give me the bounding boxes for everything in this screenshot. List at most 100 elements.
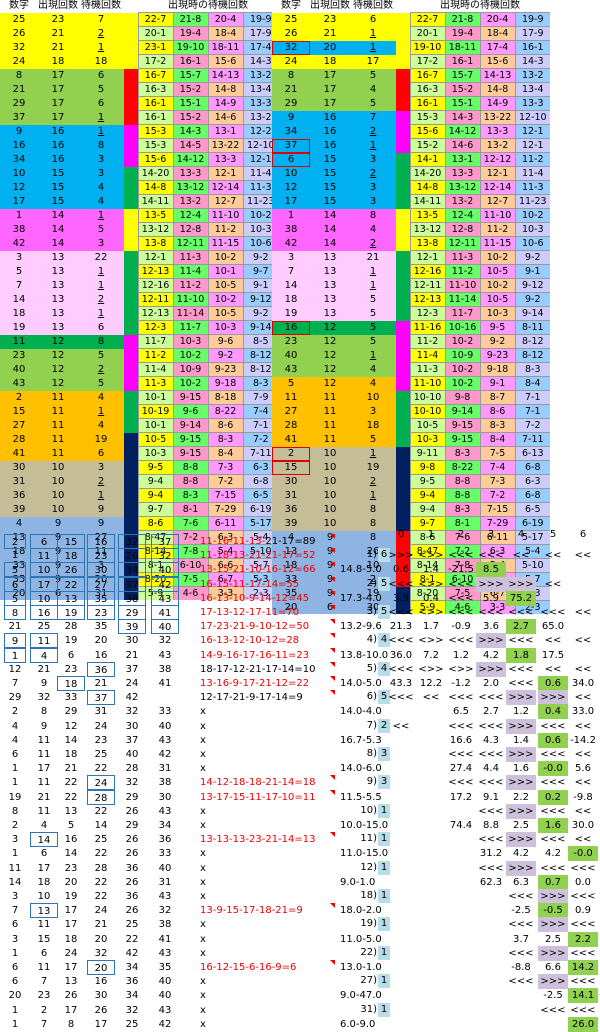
prior-wait-cell: 7-2	[444, 544, 480, 559]
prior-wait-cell: 9-4	[409, 488, 445, 503]
stat-cell: -0.0	[568, 846, 598, 862]
marker-cell	[124, 362, 138, 377]
draw-number: 40	[158, 976, 172, 988]
prior-wait-cell: 7-4	[479, 460, 515, 475]
count-cell: 17	[38, 110, 78, 125]
prior-wait-cell: 12-1	[479, 166, 515, 181]
prior-wait-cell: 6-5	[242, 488, 278, 503]
table-row: 12 15 3 14-8 13-12 12-14 11-3	[272, 180, 550, 195]
prior-wait-cell: 8-4	[207, 446, 243, 461]
stat-cell: -0.5	[538, 903, 568, 919]
prior-wait-cell: 8-47	[409, 544, 445, 559]
number-cell: 40	[0, 362, 38, 377]
draw-row: 3 15 18 20 22 41 x 11.0-5.0 3.7 2.5 2.2	[0, 931, 600, 947]
draw-number: 21	[94, 678, 108, 689]
draw-number: 16	[87, 534, 115, 549]
wait-sequence: 16-12-15-6-16-9=6	[200, 962, 297, 973]
count-cell: 18	[38, 54, 78, 69]
draw-row: 6 17 22 27 37 42 16-15-11-17-14=55 2) 5 <<< <>> <<<…	[0, 576, 600, 592]
prior-wait-cell: 13-12	[137, 222, 173, 237]
draw-row: 5 10 26 30 34 40 13-15-21-10-16-12=66 14.8-5.0 0…	[0, 562, 600, 578]
draw-number: 22	[57, 576, 85, 592]
marker-cell	[124, 432, 138, 447]
wait-sequence: x	[200, 1018, 206, 1030]
stat-cell: <<<	[508, 635, 534, 647]
prior-wait-cell: 5-17	[514, 530, 550, 545]
count-cell: 12	[310, 320, 350, 335]
draw-number: 13	[30, 903, 58, 919]
number-cell: 27	[0, 418, 38, 433]
draw-number: 17	[30, 576, 58, 592]
stat-cell: 0.7	[538, 874, 568, 890]
range-value: 9.0-47.0	[340, 990, 382, 1002]
wait-cell: 5	[350, 432, 396, 447]
draw-number: 35	[158, 962, 172, 973]
marker-cell	[396, 96, 410, 111]
table-row: 27 11 3 10-10 9-14 8-6 7-1	[272, 404, 550, 419]
draw-number: 4	[11, 720, 19, 732]
draw-number: 2	[11, 706, 19, 718]
prior-wait-cell: 8-4	[514, 376, 550, 391]
prior-wait-cell: 13-4	[242, 82, 278, 97]
table-row: 41 11 6 10-3 9-15 8-4 7-11	[0, 446, 278, 461]
prior-wait-cell: 9-11	[409, 446, 445, 461]
draw-number: 33	[158, 848, 172, 860]
wait-cell: 4	[78, 194, 124, 209]
draw-number: 26	[64, 990, 78, 1002]
prior-wait-cell: 10-6	[514, 236, 550, 251]
draw-number: 25	[125, 919, 139, 931]
stat-cell: 4.4	[483, 763, 499, 775]
prior-wait-cell: 15-3	[137, 138, 173, 153]
draw-number: 2	[11, 820, 19, 831]
draw-number: 37	[125, 663, 139, 675]
draw-row: 1 11 18 23 26 32 11-18-13-21-21-17=52 1) 6 >>> <>>…	[0, 548, 600, 564]
wait-sequence: 16-15-11-17-14=55	[200, 578, 300, 590]
count-cell: 12	[38, 334, 78, 349]
number-cell: 23	[272, 334, 310, 349]
prior-wait-cell: 11-15	[479, 236, 515, 251]
draw-number: 13	[64, 805, 78, 817]
range-value: 14.0-4.0	[340, 706, 382, 718]
marker-cell	[124, 110, 138, 125]
group-label: 19) 1	[340, 917, 390, 932]
number-cell: 1	[272, 208, 310, 223]
prior-wait-cell: 12-11	[137, 292, 173, 307]
draw-number: 24	[94, 720, 108, 732]
draw-number: 6	[30, 534, 58, 549]
draw-number: 36	[125, 976, 139, 988]
stat-cell: 0.6	[393, 564, 409, 576]
wait-sequence: 18-17-12-21-17-14=10	[200, 663, 316, 675]
range-value: 13.2-9.6	[340, 621, 382, 633]
stat-cell: 43.3	[389, 678, 413, 689]
wait-cell: 2	[350, 124, 396, 139]
prior-wait-cell: 7-6	[172, 516, 208, 531]
corner-marker	[330, 619, 335, 625]
table-row: 28 11 18 10-5 9-15 8-3 7-2	[272, 418, 550, 433]
marker-cell	[396, 586, 410, 601]
prior-wait-cell: 9-14	[242, 320, 278, 335]
draw-number: 34	[125, 990, 139, 1002]
prior-wait-cell: 8-20	[137, 572, 173, 587]
stat-cell: <<	[574, 749, 592, 760]
wait-cell: 1	[350, 264, 396, 279]
stat-cell: <<<	[448, 777, 474, 789]
prior-wait-cell: 7-15	[207, 488, 243, 503]
prior-wait-cell: 9-6	[172, 404, 208, 419]
count-cell: 13	[310, 306, 350, 321]
header-col1: 数字	[272, 0, 310, 13]
stat-cell: <<<	[478, 720, 504, 732]
stat-cell: 8.8	[483, 820, 499, 831]
wait-cell: 4	[78, 180, 124, 195]
marker-cell	[396, 26, 410, 41]
wait-sequence: x	[200, 976, 206, 988]
stat-cell: <<<	[448, 720, 474, 732]
stat-cell: >>>	[388, 550, 414, 562]
table-row: 30 10 2 9-5 8-8 7-3 6-3	[272, 474, 550, 489]
marker-cell	[124, 460, 138, 475]
draw-number: 24	[125, 678, 139, 689]
table-row: 17 15 3 14-11 13-2 12-7 11-23	[272, 194, 550, 209]
range-value: 14.0-5.0	[340, 678, 382, 689]
prior-wait-cell: 5-9	[137, 586, 173, 600]
prior-wait-cell: 13-3	[207, 152, 243, 167]
draw-row: 12 21 23 36 37 38 18-17-12-21-17-14=10 5) 4 <<< <>…	[0, 661, 600, 677]
